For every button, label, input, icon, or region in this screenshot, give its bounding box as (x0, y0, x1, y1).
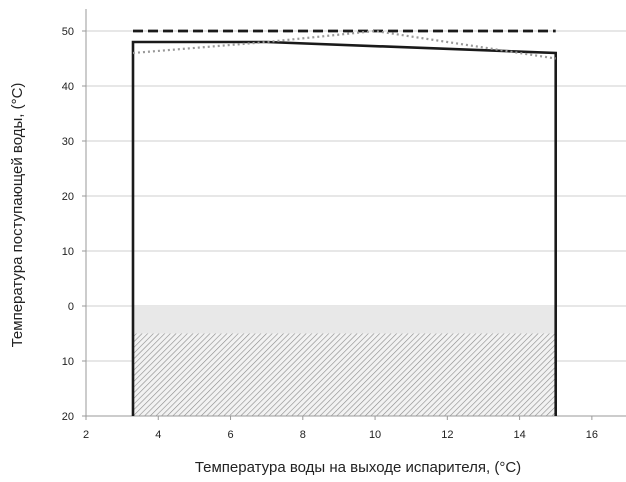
y-tick-label-6: 10 (62, 356, 74, 368)
regions (132, 306, 556, 416)
y-tick-label-7: 20 (62, 411, 74, 423)
x-tick-label-5: 12 (441, 429, 453, 441)
x-axis-title: Температура воды на выходе испарителя, (… (195, 459, 521, 476)
y-axis-title: Температура поступающей воды, (°C) (9, 83, 26, 348)
x-tick-label-6: 14 (513, 429, 525, 441)
y-tick-labels: 50 40 30 20 10 0 10 20 (62, 26, 74, 423)
x-tick-label-7: 16 (586, 429, 598, 441)
region-hatched (132, 333, 556, 416)
y-tick-label-2: 30 (62, 136, 74, 148)
series (131, 29, 558, 416)
y-tick-label-3: 20 (62, 191, 74, 203)
x-tick-label-4: 10 (369, 429, 381, 441)
x-tick-label-1: 4 (155, 429, 161, 441)
y-tick-label-0: 50 (62, 26, 74, 38)
series-solid-line (131, 40, 558, 416)
y-tick-label-4: 10 (62, 246, 74, 258)
x-tick-label-3: 8 (300, 429, 306, 441)
y-tick-label-5: 0 (68, 301, 74, 313)
y-tick-label-1: 40 (62, 81, 74, 93)
x-tick-label-2: 6 (227, 429, 233, 441)
axes (82, 9, 626, 420)
x-tick-label-0: 2 (83, 429, 89, 441)
x-tick-labels: 2 4 6 8 10 12 14 16 (83, 429, 598, 441)
region-light-gray (132, 306, 556, 334)
